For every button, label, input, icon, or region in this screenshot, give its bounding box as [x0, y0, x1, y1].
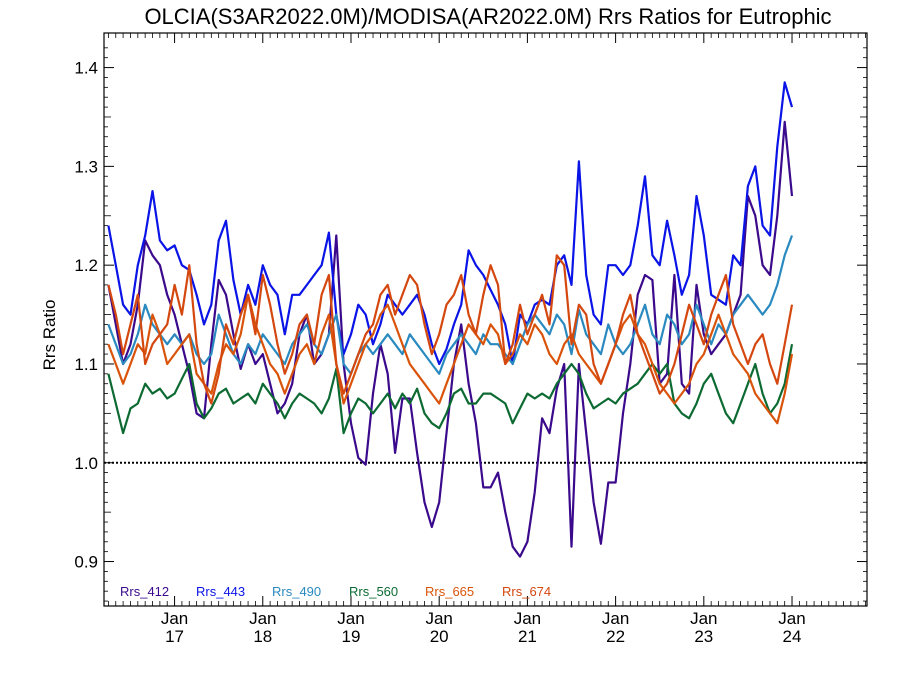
x-tick-month-label: Jan [161, 609, 188, 628]
y-axis-label: Rrs Ratio [40, 300, 59, 371]
x-tick-year-label: 18 [253, 627, 272, 646]
legend-item-rrs-674: Rrs_674 [502, 584, 551, 599]
x-tick-year-label: 19 [342, 627, 361, 646]
x-tick-year-label: 24 [783, 627, 802, 646]
y-tick-label: 1.4 [74, 59, 98, 78]
series-layer [107, 81, 794, 558]
x-tick-year-label: 22 [606, 627, 625, 646]
plot-frame [103, 32, 868, 607]
y-tick-label: 0.9 [74, 553, 98, 572]
series-line-rrs-560 [107, 344, 794, 435]
series-line-rrs-490 [107, 235, 794, 375]
legend-item-rrs-443: Rrs_443 [196, 584, 245, 599]
x-tick-month-label: Jan [602, 609, 629, 628]
x-tick-month-label: Jan [514, 609, 541, 628]
x-tick-year-label: 21 [518, 627, 537, 646]
x-tick-month-label: Jan [249, 609, 276, 628]
y-tick-label: 1.2 [74, 256, 98, 275]
chart-title: OLCIA(S3AR2022.0M)/MODISA(AR2022.0M) Rrs… [144, 4, 831, 29]
axis-ticks: 0.91.01.11.21.31.4Jan17Jan18Jan19Jan20Ja… [74, 33, 867, 646]
x-tick-month-label: Jan [778, 609, 805, 628]
series-line-rrs-412 [107, 120, 794, 558]
x-tick-year-label: 20 [430, 627, 449, 646]
x-tick-month-label: Jan [337, 609, 364, 628]
series-line-rrs-443 [107, 81, 794, 366]
x-tick-month-label: Jan [690, 609, 717, 628]
plot-border [103, 32, 868, 607]
series-line-rrs-674 [107, 254, 794, 405]
y-tick-label: 1.3 [74, 157, 98, 176]
legend-item-rrs-490: Rrs_490 [272, 584, 321, 599]
legend: Rrs_412 Rrs_443 Rrs_490 Rrs_560 Rrs_665 Rrs_6… [120, 584, 551, 599]
legend-item-rrs-412: Rrs_412 [120, 584, 169, 599]
x-tick-year-label: 17 [165, 627, 184, 646]
x-tick-month-label: Jan [425, 609, 452, 628]
legend-item-rrs-665: Rrs_665 [425, 584, 474, 599]
x-tick-year-label: 23 [694, 627, 713, 646]
legend-item-rrs-560: Rrs_560 [349, 584, 398, 599]
y-tick-label: 1.0 [74, 454, 98, 473]
y-tick-label: 1.1 [74, 355, 98, 374]
